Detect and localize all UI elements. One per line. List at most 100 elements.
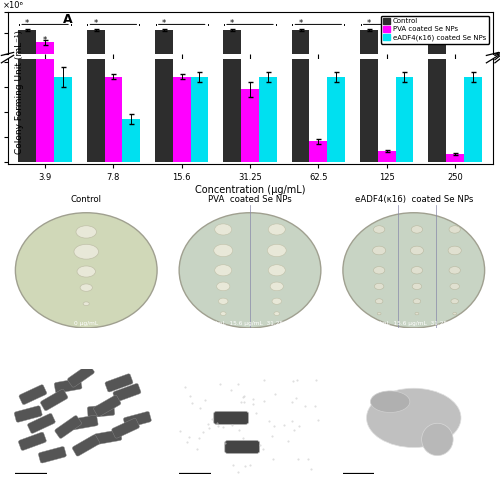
Ellipse shape [449, 267, 460, 274]
Ellipse shape [411, 267, 422, 274]
Ellipse shape [16, 213, 157, 328]
Bar [464, 74, 481, 75]
Ellipse shape [377, 312, 381, 315]
Bar [104, 77, 122, 162]
Ellipse shape [410, 246, 424, 255]
FancyBboxPatch shape [40, 389, 68, 411]
Ellipse shape [412, 283, 422, 290]
Bar [259, 74, 276, 75]
Ellipse shape [448, 246, 462, 255]
Ellipse shape [370, 391, 410, 413]
Bar [360, 30, 378, 75]
Title: Control: Control [70, 195, 102, 204]
FancyBboxPatch shape [105, 374, 133, 392]
Bar [428, 30, 446, 75]
Ellipse shape [374, 283, 384, 290]
Ellipse shape [450, 283, 460, 290]
Bar [310, 141, 327, 162]
Text: *: * [435, 19, 440, 28]
Text: F: F [174, 373, 180, 383]
Ellipse shape [374, 226, 385, 233]
FancyBboxPatch shape [68, 364, 94, 387]
Bar [396, 74, 413, 75]
Bar [190, 74, 208, 75]
Text: 1 µm: 1 µm [343, 460, 359, 465]
Bar [428, 0, 446, 162]
Bar [54, 77, 72, 162]
Bar [224, 0, 241, 162]
Text: 1 µm: 1 µm [179, 460, 195, 465]
Bar [378, 151, 396, 162]
Ellipse shape [214, 224, 232, 235]
Text: B: B [12, 208, 20, 218]
Bar [343, 471, 374, 474]
Ellipse shape [76, 226, 96, 238]
Bar [104, 74, 122, 75]
Bar [86, 0, 104, 162]
Ellipse shape [80, 284, 92, 291]
Ellipse shape [83, 302, 89, 306]
Ellipse shape [453, 312, 456, 315]
FancyBboxPatch shape [214, 412, 248, 424]
Bar [360, 0, 378, 162]
FancyBboxPatch shape [18, 432, 46, 450]
Text: *: * [162, 19, 166, 28]
Bar [36, 42, 54, 75]
Ellipse shape [451, 299, 458, 304]
Ellipse shape [214, 265, 232, 276]
Bar [173, 74, 190, 75]
FancyBboxPatch shape [72, 435, 100, 456]
Bar [327, 74, 345, 75]
Bar [54, 74, 72, 75]
Title: eADF4(κ16)  coated Se NPs: eADF4(κ16) coated Se NPs [354, 195, 473, 204]
Ellipse shape [270, 282, 283, 291]
Ellipse shape [74, 244, 98, 259]
FancyBboxPatch shape [55, 415, 82, 439]
Text: *: * [43, 36, 47, 44]
Title: PVA  coated Se NPs: PVA coated Se NPs [208, 195, 292, 204]
Text: *: * [94, 19, 98, 28]
Ellipse shape [343, 213, 484, 328]
Bar [155, 30, 173, 75]
Ellipse shape [366, 388, 461, 447]
Bar [36, 0, 54, 162]
Bar [173, 77, 190, 162]
Text: 7.8 µg/mL  15.6 µg/mL  31.25 µg/mL: 7.8 µg/mL 15.6 µg/mL 31.25 µg/mL [360, 321, 468, 326]
Bar [241, 74, 259, 75]
Bar [292, 30, 310, 75]
FancyBboxPatch shape [94, 395, 121, 416]
Text: Colony Forming Unit (mL⁻¹): Colony Forming Unit (mL⁻¹) [16, 29, 24, 154]
Text: E: E [10, 373, 16, 383]
Text: G: G [338, 373, 345, 383]
Bar [396, 77, 413, 162]
Text: *: * [366, 19, 371, 28]
Ellipse shape [449, 226, 460, 233]
Bar [224, 30, 241, 75]
Text: C: C [176, 208, 183, 218]
FancyBboxPatch shape [14, 406, 42, 422]
FancyBboxPatch shape [38, 447, 66, 463]
Ellipse shape [422, 423, 453, 455]
Text: 1 µm: 1 µm [16, 460, 32, 465]
Ellipse shape [268, 224, 285, 235]
Ellipse shape [415, 312, 419, 315]
Bar [16, 471, 47, 474]
FancyBboxPatch shape [124, 412, 152, 428]
Ellipse shape [77, 266, 96, 277]
Bar [292, 0, 310, 162]
Ellipse shape [268, 265, 285, 276]
FancyBboxPatch shape [19, 385, 47, 404]
Bar [241, 89, 259, 162]
X-axis label: Concentration (µg/mL): Concentration (µg/mL) [195, 185, 305, 195]
Bar [155, 0, 173, 162]
Ellipse shape [376, 299, 383, 304]
Bar [327, 77, 345, 162]
Ellipse shape [179, 213, 321, 328]
Bar [190, 77, 208, 162]
FancyBboxPatch shape [70, 415, 98, 430]
Bar [18, 0, 36, 162]
FancyBboxPatch shape [54, 378, 82, 393]
Text: *: * [298, 19, 302, 28]
Bar [86, 30, 104, 75]
Text: *: * [230, 19, 234, 28]
